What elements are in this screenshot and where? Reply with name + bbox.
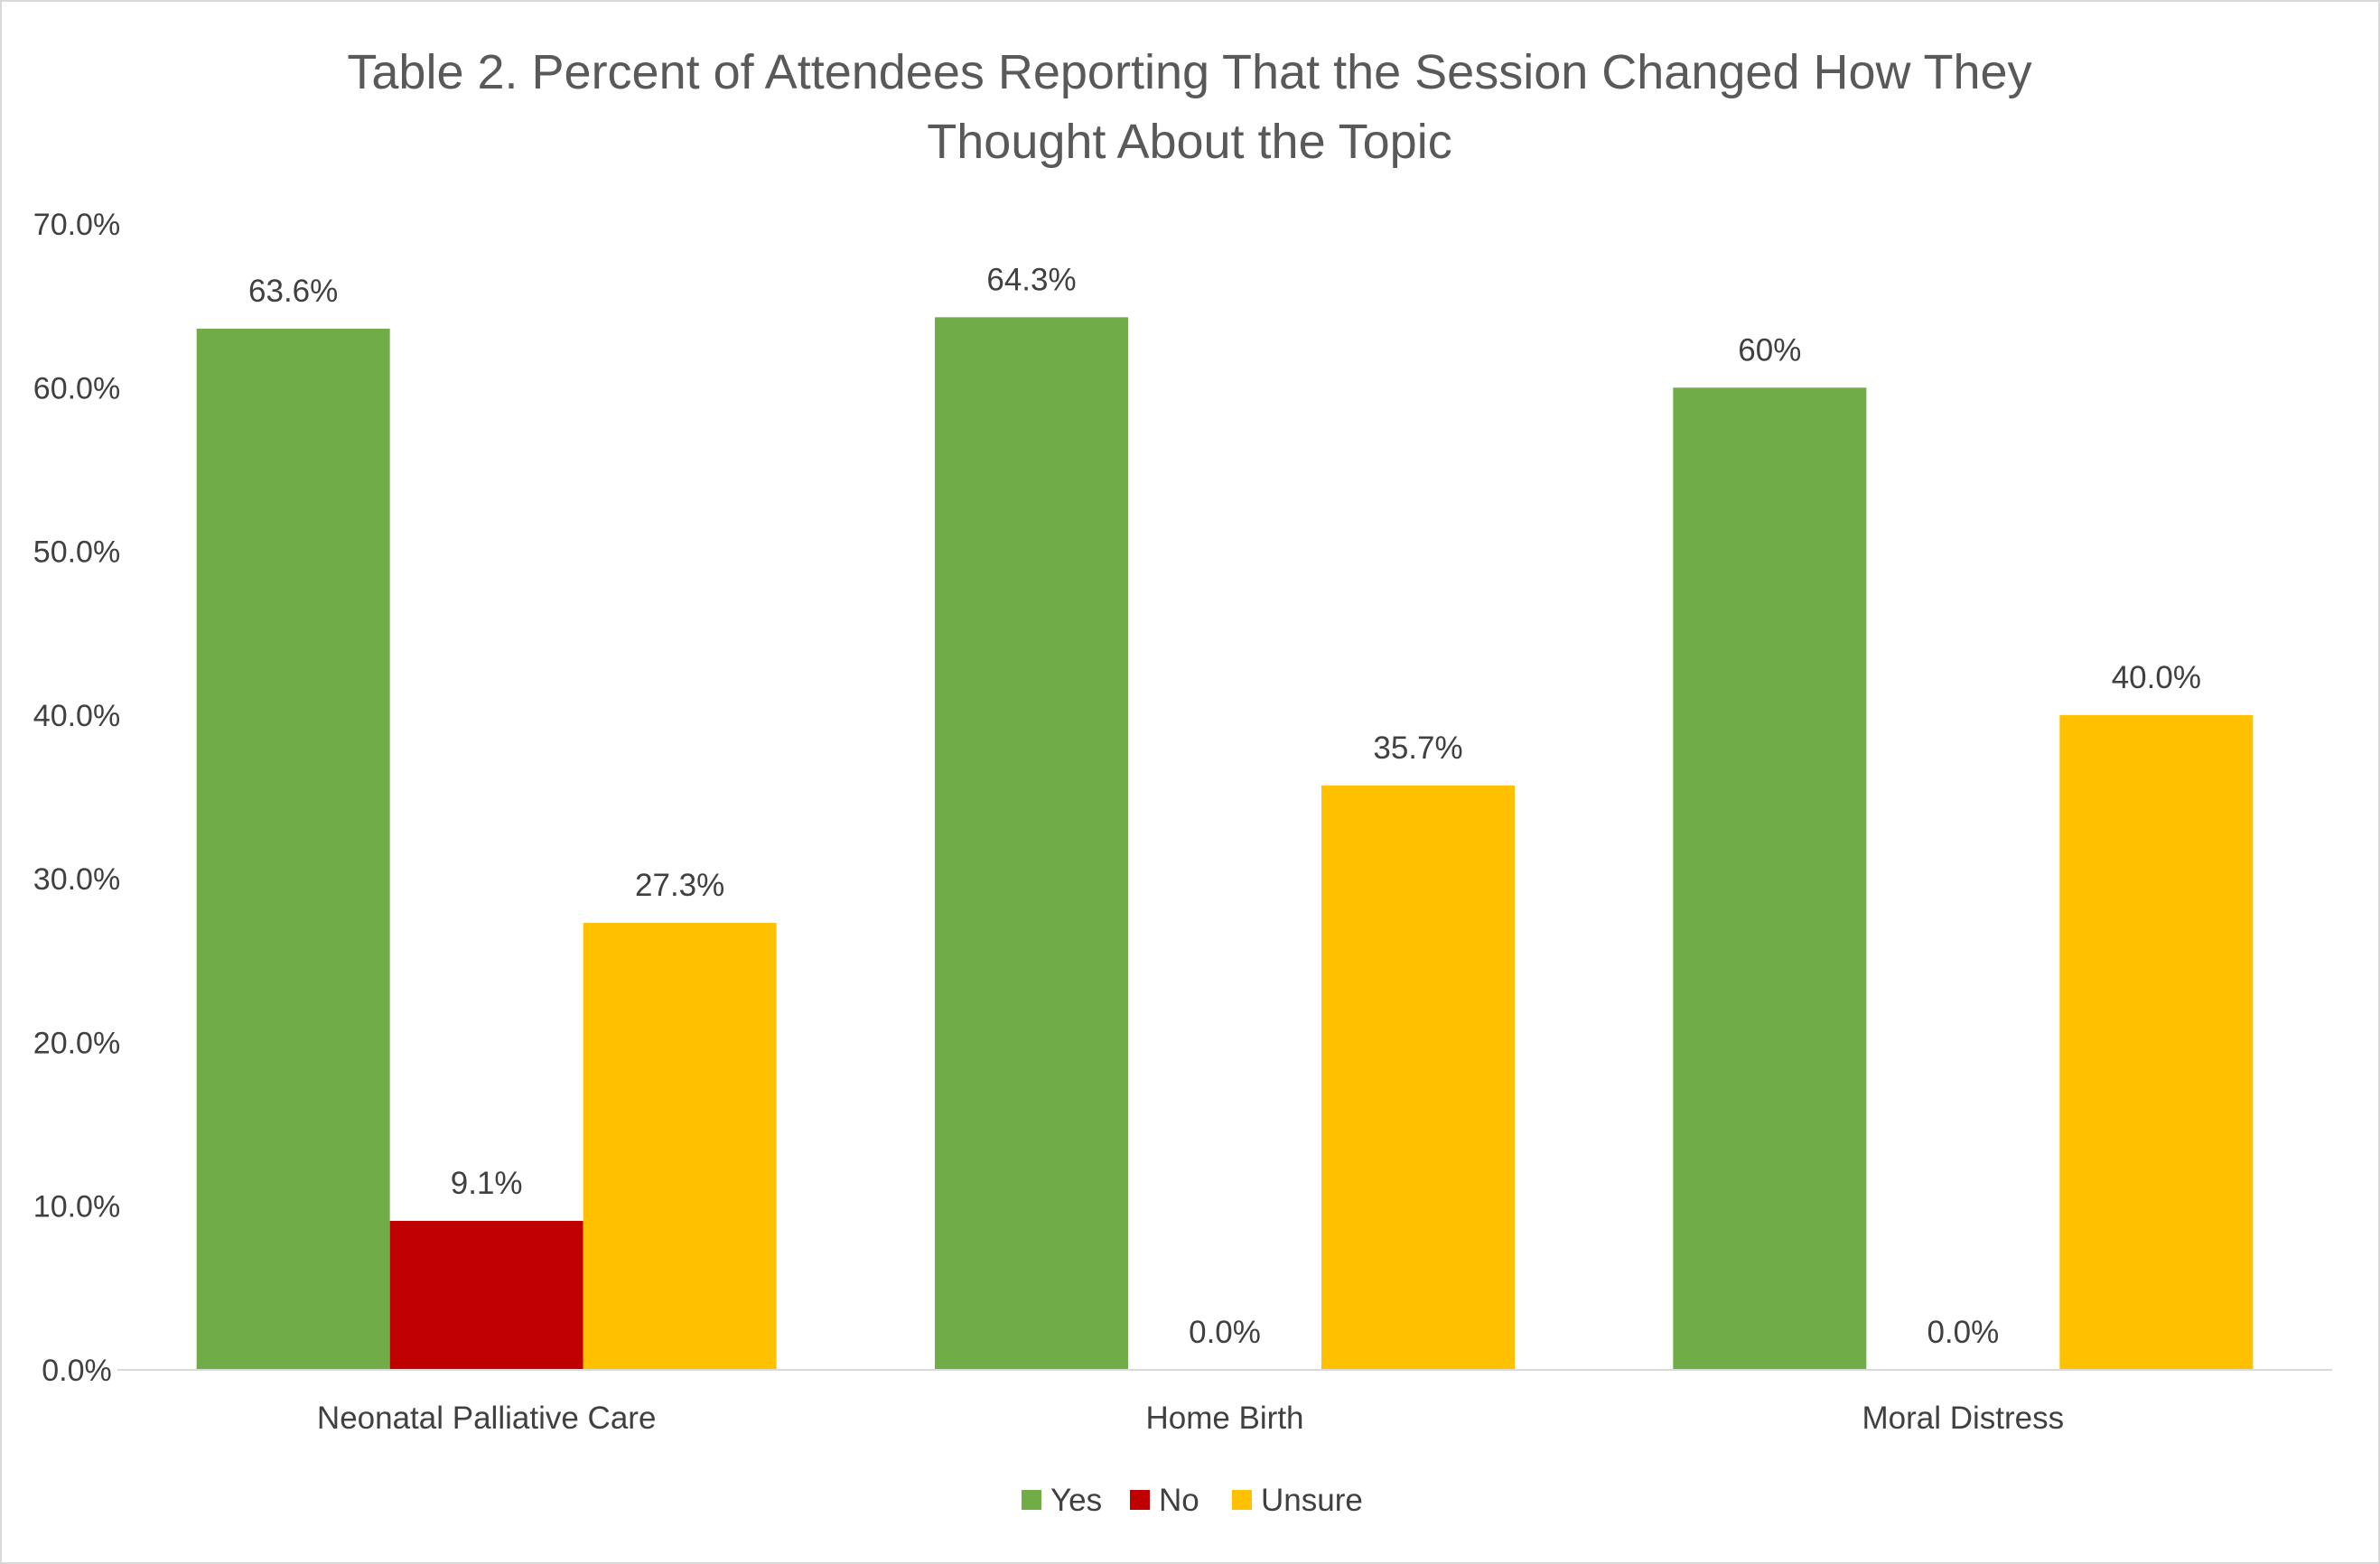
bar-yes <box>1673 387 1867 1371</box>
bar-unsure <box>2059 714 2254 1370</box>
y-tick-label: 60.0% <box>33 371 120 405</box>
legend: Yes No Unsure <box>1022 1483 1363 1518</box>
legend-label-no: No <box>1159 1483 1199 1518</box>
bar-no <box>389 1221 583 1370</box>
x-category-label: Moral Distress <box>1862 1401 2065 1436</box>
bars <box>196 317 2254 1371</box>
x-category-label: Neonatal Palliative Care <box>317 1401 656 1436</box>
data-label: 9.1% <box>451 1166 523 1201</box>
y-tick-label: 20.0% <box>33 1026 120 1060</box>
y-tick-label: 70.0% <box>33 208 120 242</box>
y-tick-label: 40.0% <box>33 699 120 733</box>
bar-unsure <box>583 923 777 1370</box>
data-label: 0.0% <box>1189 1315 1261 1350</box>
data-label: 63.6% <box>248 274 338 309</box>
x-axis: Neonatal Palliative Care Home Birth Moral … <box>317 1401 2064 1436</box>
data-label: 64.3% <box>986 262 1076 297</box>
bar-yes <box>196 329 390 1371</box>
data-labels: 63.6% 9.1% 27.3% 64.3% 0.0% 35.7% 60% 0.0% 40.0% <box>248 262 2201 1350</box>
y-tick-label: 30.0% <box>33 862 120 897</box>
chart-title-line-1: Table 2. Percent of Attendees Reporting … <box>347 45 2031 99</box>
y-tick-label: 50.0% <box>33 535 120 570</box>
y-tick-label: 0.0% <box>42 1354 112 1388</box>
x-category-label: Home Birth <box>1145 1401 1303 1436</box>
y-axis: 0.0% 10.0% 20.0% 30.0% 40.0% 50.0% 60.0% 70.0% <box>33 208 120 1388</box>
legend-swatch-yes <box>1022 1490 1041 1510</box>
data-label: 27.3% <box>635 868 724 903</box>
data-label: 0.0% <box>1927 1315 1999 1350</box>
data-label: 40.0% <box>2112 660 2201 695</box>
legend-label-yes: Yes <box>1050 1483 1102 1518</box>
chart-title-line-2: Thought About the Topic <box>927 115 1451 169</box>
y-tick-label: 10.0% <box>33 1190 120 1224</box>
chart-title: Table 2. Percent of Attendees Reporting … <box>347 45 2031 169</box>
legend-swatch-no <box>1130 1490 1150 1510</box>
bar-unsure <box>1321 785 1515 1370</box>
bar-yes <box>935 317 1128 1370</box>
data-label: 60% <box>1738 332 1801 368</box>
data-label: 35.7% <box>1373 731 1462 766</box>
legend-label-unsure: Unsure <box>1261 1483 1363 1518</box>
legend-swatch-unsure <box>1232 1490 1252 1510</box>
